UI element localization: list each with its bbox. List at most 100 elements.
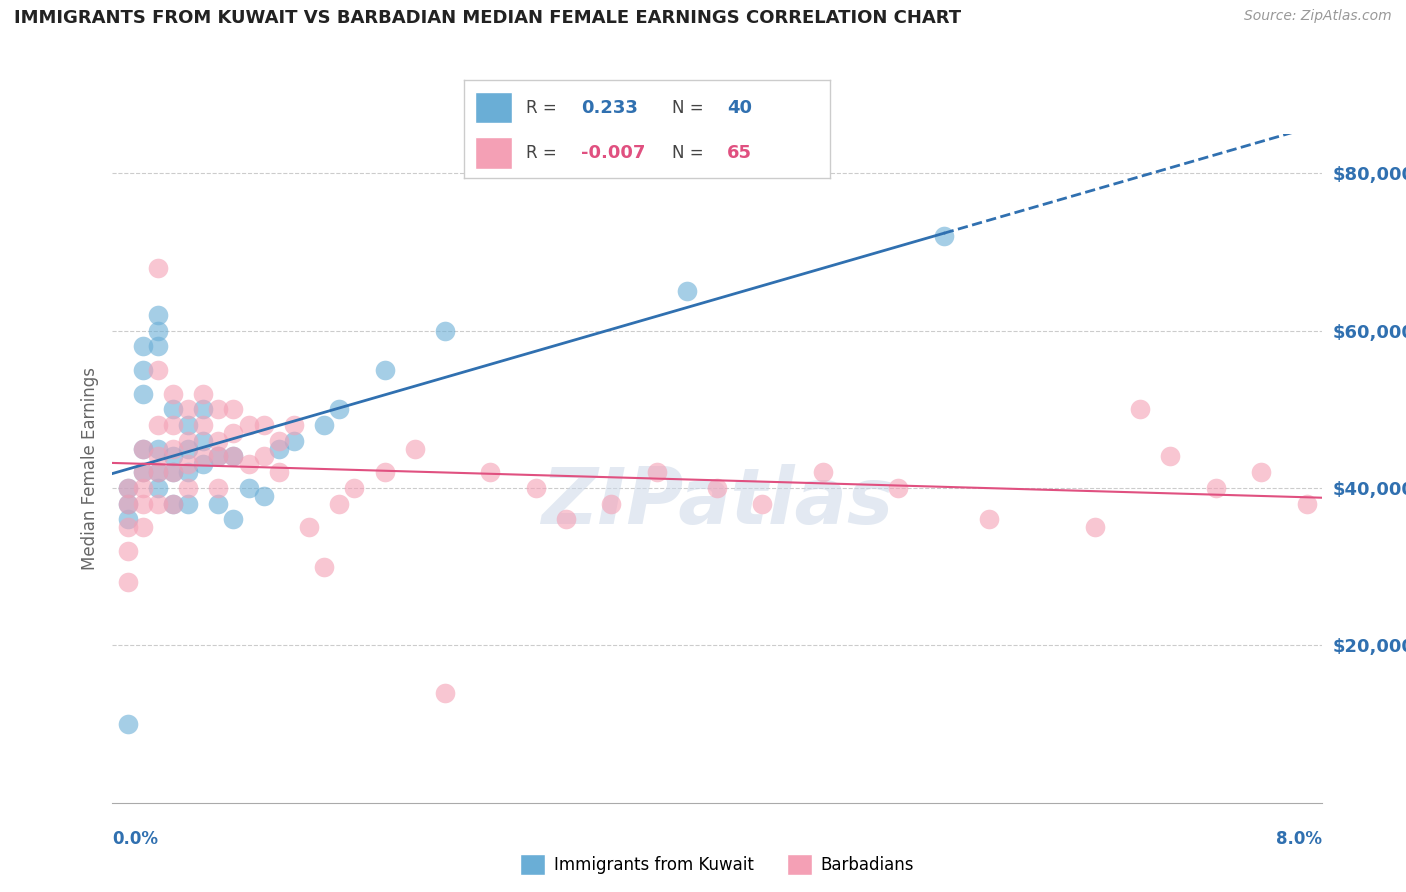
Point <box>222 402 245 417</box>
Text: 0.233: 0.233 <box>581 99 638 117</box>
Text: IMMIGRANTS FROM KUWAIT VS BARBADIAN MEDIAN FEMALE EARNINGS CORRELATION CHART: IMMIGRANTS FROM KUWAIT VS BARBADIAN MEDI… <box>14 9 962 27</box>
Point <box>751 497 773 511</box>
Point <box>222 512 245 526</box>
Point <box>1295 497 1317 511</box>
Point <box>207 450 229 464</box>
Point <box>132 465 155 479</box>
Point <box>162 497 184 511</box>
Text: ZIPatlas: ZIPatlas <box>541 464 893 540</box>
Point <box>191 417 215 432</box>
Point <box>524 481 547 495</box>
Point <box>146 339 169 353</box>
Point <box>328 402 350 417</box>
Text: R =: R = <box>526 99 557 117</box>
Point <box>177 434 200 448</box>
Point <box>132 520 155 534</box>
Point <box>117 520 139 534</box>
Text: N =: N = <box>672 99 704 117</box>
Point <box>146 417 169 432</box>
Point <box>191 458 215 472</box>
Text: R =: R = <box>526 144 557 161</box>
Point <box>1129 402 1152 417</box>
Point <box>146 465 169 479</box>
Point <box>146 260 169 275</box>
Point <box>177 465 200 479</box>
Point <box>162 465 184 479</box>
Point <box>887 481 910 495</box>
Point <box>177 417 200 432</box>
Point <box>207 434 229 448</box>
Point <box>238 417 260 432</box>
Point <box>117 497 139 511</box>
Text: 0.0%: 0.0% <box>112 830 159 847</box>
Point <box>117 481 139 495</box>
Point <box>253 489 276 503</box>
Point <box>267 442 290 456</box>
Point <box>177 442 200 456</box>
Legend: Immigrants from Kuwait, Barbadians: Immigrants from Kuwait, Barbadians <box>513 847 921 881</box>
Point <box>222 425 245 440</box>
Point <box>146 481 169 495</box>
Point <box>146 450 169 464</box>
Point <box>328 497 350 511</box>
Point <box>162 402 184 417</box>
FancyBboxPatch shape <box>475 92 512 123</box>
Point <box>177 458 200 472</box>
Point <box>177 481 200 495</box>
Point <box>433 324 456 338</box>
Point <box>267 465 290 479</box>
Point <box>146 363 169 377</box>
Point <box>162 497 184 511</box>
Point <box>146 324 169 338</box>
Point <box>162 442 184 456</box>
Point <box>1250 465 1272 479</box>
Point <box>132 442 155 456</box>
FancyBboxPatch shape <box>475 137 512 169</box>
Point <box>146 442 169 456</box>
Point <box>132 465 155 479</box>
Point <box>312 559 335 574</box>
Point <box>267 434 290 448</box>
Point <box>706 481 728 495</box>
Y-axis label: Median Female Earnings: Median Female Earnings <box>80 367 98 570</box>
Point <box>117 544 139 558</box>
Text: 65: 65 <box>727 144 752 161</box>
Point <box>177 497 200 511</box>
Point <box>222 450 245 464</box>
Point <box>191 450 215 464</box>
Point <box>404 442 426 456</box>
Point <box>433 685 456 699</box>
Point <box>117 575 139 590</box>
Point <box>238 481 260 495</box>
Text: 8.0%: 8.0% <box>1275 830 1322 847</box>
Point <box>343 481 366 495</box>
Point <box>191 434 215 448</box>
Point <box>298 520 321 534</box>
Point <box>207 402 229 417</box>
Point <box>162 465 184 479</box>
Point <box>162 417 184 432</box>
Point <box>117 481 139 495</box>
Text: 40: 40 <box>727 99 752 117</box>
Point <box>253 417 276 432</box>
Point <box>146 497 169 511</box>
Point <box>373 465 396 479</box>
Point <box>283 434 305 448</box>
Point <box>117 512 139 526</box>
Point <box>117 497 139 511</box>
Point <box>1159 450 1181 464</box>
Point <box>283 417 305 432</box>
Point <box>191 402 215 417</box>
Point <box>146 308 169 322</box>
Point <box>132 497 155 511</box>
Point <box>1084 520 1107 534</box>
Point <box>600 497 623 511</box>
Point <box>162 386 184 401</box>
Point <box>146 465 169 479</box>
Point <box>207 497 229 511</box>
Point <box>191 386 215 401</box>
Point <box>207 450 229 464</box>
Point <box>238 458 260 472</box>
Point <box>1205 481 1227 495</box>
Point <box>222 450 245 464</box>
